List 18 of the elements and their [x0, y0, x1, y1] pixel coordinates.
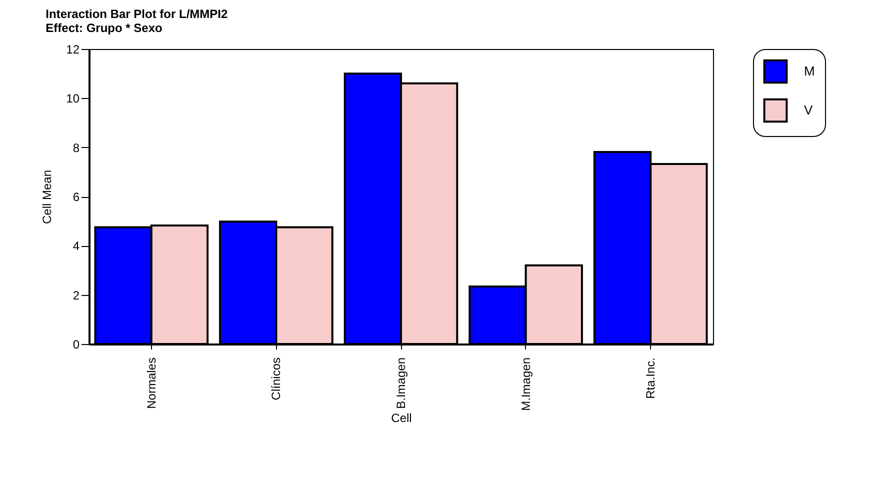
y-tick-label: 0: [72, 338, 80, 352]
y-tick-label: 2: [72, 288, 80, 302]
y-tick-label: 8: [72, 140, 80, 155]
x-tick-label: Clínicos: [269, 358, 284, 400]
y-axis-title: Cell Mean: [40, 170, 54, 224]
x-axis-title: Cell: [391, 410, 412, 425]
y-tick-label: 6: [72, 190, 80, 204]
y-tick-label: 12: [66, 42, 80, 56]
legend-label: V: [804, 102, 813, 118]
chart-title: Interaction Bar Plot for L/MMPI2: [46, 7, 228, 21]
x-tick-label: M.Imagen: [518, 358, 533, 411]
y-tick-label: 10: [66, 92, 80, 106]
x-tick-label: Rta.Inc.: [644, 358, 658, 399]
y-tick-label: 4: [72, 239, 80, 254]
x-tick-label: Normales: [144, 358, 158, 409]
x-tick-label: B.Imagen: [394, 358, 408, 409]
legend-label: M: [804, 64, 815, 78]
chart-subtitle: Effect: Grupo * Sexo: [46, 21, 162, 35]
